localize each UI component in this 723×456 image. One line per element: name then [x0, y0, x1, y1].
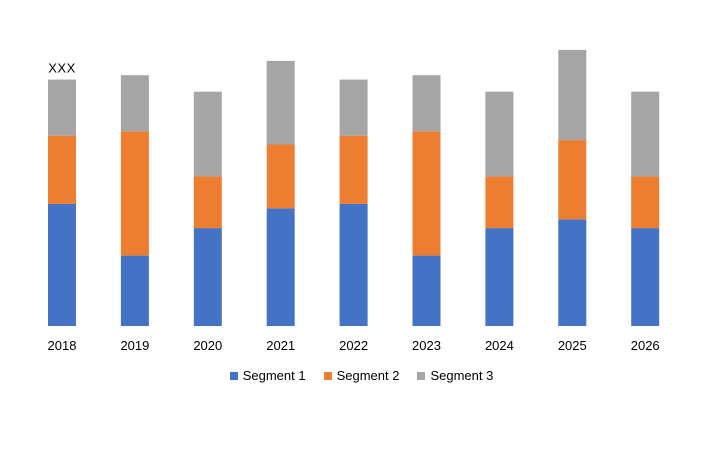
x-tick-label-2019: 2019: [120, 338, 149, 353]
bar-2018-segment-3: [48, 79, 76, 136]
legend-label-segment-3: Segment 3: [430, 368, 494, 383]
legend-swatch-segment-2: [323, 371, 332, 380]
legend-item-segment-1: Segment 1: [229, 368, 306, 383]
bar-2026-segment-2: [631, 176, 660, 229]
bar-2019-segment-1: [120, 255, 149, 326]
bar-2024-segment-2: [485, 176, 514, 229]
bar-2025-segment-2: [558, 140, 587, 220]
bar-2023-segment-2: [412, 131, 441, 256]
x-tick-label-2020: 2020: [193, 338, 222, 353]
x-tick-label-2023: 2023: [412, 338, 441, 353]
bar-2021-segment-1: [266, 208, 295, 326]
bar-2018-segment-2: [48, 135, 76, 204]
bar-2022-segment-3: [339, 79, 368, 136]
legend-item-segment-3: Segment 3: [417, 368, 493, 383]
legend-swatch-segment-3: [417, 371, 426, 380]
legend-label-segment-2: Segment 2: [336, 368, 400, 383]
data-label-annotation: XXX: [48, 61, 76, 76]
x-tick-label-2021: 2021: [266, 338, 295, 353]
x-tick-label-2026: 2026: [631, 338, 660, 353]
bar-2024-segment-3: [485, 91, 514, 177]
bar-2021-segment-3: [266, 60, 295, 145]
bar-2020-segment-3: [193, 91, 222, 177]
x-tick-label-2022: 2022: [339, 338, 368, 353]
legend-label-segment-1: Segment 1: [242, 368, 306, 383]
legend: Segment 1 Segment 2 Segment 3: [0, 368, 723, 383]
legend-item-segment-2: Segment 2: [323, 368, 400, 383]
bars-group: [48, 49, 660, 326]
bar-2019-segment-3: [120, 75, 149, 132]
bar-2023-segment-3: [412, 75, 441, 132]
bar-2020-segment-2: [193, 176, 222, 229]
bar-2025-segment-3: [558, 49, 587, 141]
x-tick-label-2024: 2024: [485, 338, 514, 353]
bar-2019-segment-2: [120, 131, 149, 256]
bar-2021-segment-2: [266, 144, 295, 209]
bar-2022-segment-2: [339, 135, 368, 204]
bar-2026-segment-3: [631, 91, 660, 177]
bar-2022-segment-1: [339, 203, 368, 326]
bar-2024-segment-1: [485, 228, 514, 326]
bar-2025-segment-1: [558, 219, 587, 326]
bar-2018-segment-1: [48, 203, 76, 326]
bar-2026-segment-1: [631, 228, 660, 326]
x-axis-tick-labels: 2018 2019 2020 2021 2022 2023 2024 2025 2026: [48, 338, 660, 353]
x-tick-label-2018: 2018: [48, 338, 77, 353]
bar-2020-segment-1: [193, 228, 222, 326]
x-tick-label-2025: 2025: [558, 338, 587, 353]
bar-2023-segment-1: [412, 255, 441, 326]
legend-swatch-segment-1: [229, 371, 238, 380]
